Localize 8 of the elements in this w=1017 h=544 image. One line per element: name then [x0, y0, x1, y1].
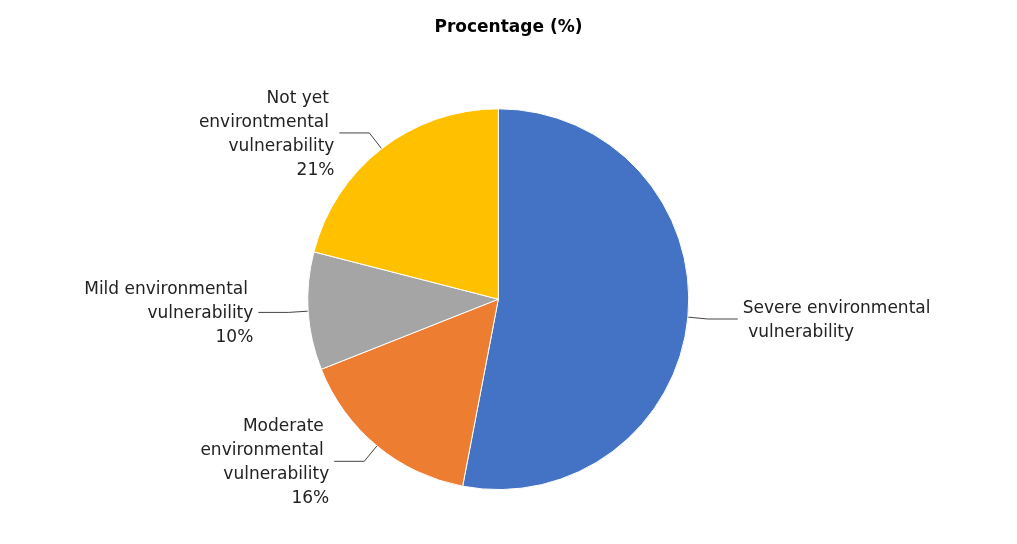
slice-label: Mild environmental vulnerability [84, 278, 254, 323]
chart-title: Procentage (%) [434, 15, 583, 36]
slice-label: Moderate environmental vulnerability [200, 415, 330, 484]
slice-label: Severe environmental vulnerability [742, 297, 931, 341]
data-label: 16% [291, 487, 330, 508]
data-label: 21% [296, 158, 335, 179]
data-label: 10% [215, 326, 254, 347]
slice-label: Not yet environtmental vulnerability [198, 86, 335, 155]
